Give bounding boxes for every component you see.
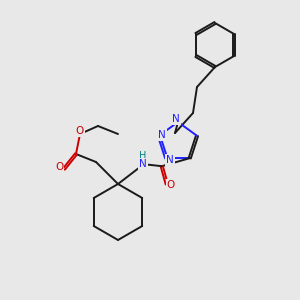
Text: H: H (139, 151, 146, 161)
Text: N: N (158, 130, 166, 140)
Text: N: N (139, 159, 147, 169)
Text: O: O (167, 180, 175, 190)
Text: O: O (76, 126, 84, 136)
Text: N: N (172, 114, 180, 124)
Text: N: N (167, 155, 174, 165)
Text: O: O (55, 162, 63, 172)
